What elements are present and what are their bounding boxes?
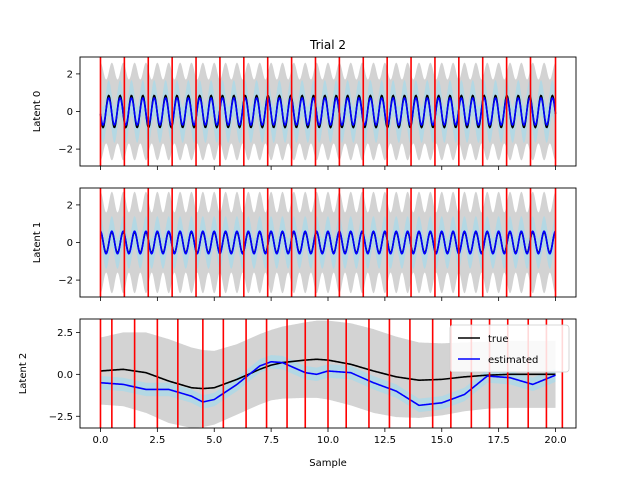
x-tick-label: 15.0 (431, 435, 453, 446)
series-estimated-line (99, 230, 556, 255)
series-estimated-line (99, 96, 557, 127)
y-tick-label: 2 (67, 200, 73, 211)
x-tick-label: 12.5 (374, 435, 396, 446)
y-tick-label: 2.5 (57, 328, 73, 339)
plot-area (99, 57, 557, 166)
y-tick-label: −2.5 (49, 412, 73, 423)
y-tick-label: 0 (67, 107, 73, 118)
chart-title: Trial 2 (309, 38, 346, 52)
legend-label: true (488, 334, 509, 345)
y-tick-label: 0 (67, 238, 73, 249)
plot-area (99, 188, 557, 297)
y-tick-label: −2 (58, 276, 73, 287)
y-axis-label: Latent 1 (32, 222, 43, 264)
y-tick-label: −2 (58, 145, 73, 156)
x-tick-label: 10.0 (317, 435, 339, 446)
legend: true estimated (449, 324, 570, 373)
y-tick-label: 2 (67, 69, 73, 80)
x-tick-label: 5.0 (206, 435, 222, 446)
x-tick-label: 7.5 (263, 435, 279, 446)
panel-0: 2 0 −2 Latent 0 (32, 56, 577, 170)
uncertainty-band-inner (100, 355, 556, 413)
panel-2: 2.5 0.0 −2.5 0.0 2.5 5.0 7.5 10.0 12.5 15.0 17.5 20… (18, 318, 577, 446)
legend-label: estimated (488, 355, 538, 366)
y-tick-label: 0.0 (57, 370, 73, 381)
x-axis-label: Sample (309, 458, 347, 469)
panel-1: 2 0 −2 Latent 1 (32, 187, 577, 301)
plot-area (99, 319, 564, 428)
y-axis-label: Latent 0 (32, 91, 43, 133)
x-tick-label: 0.0 (93, 435, 109, 446)
x-tick-label: 17.5 (488, 435, 510, 446)
x-tick-label: 2.5 (149, 435, 165, 446)
x-tick-label: 20.0 (544, 435, 566, 446)
legend-box (449, 324, 570, 373)
y-axis-label: Latent 2 (18, 353, 29, 395)
uncertainty-band-inner (100, 216, 556, 269)
